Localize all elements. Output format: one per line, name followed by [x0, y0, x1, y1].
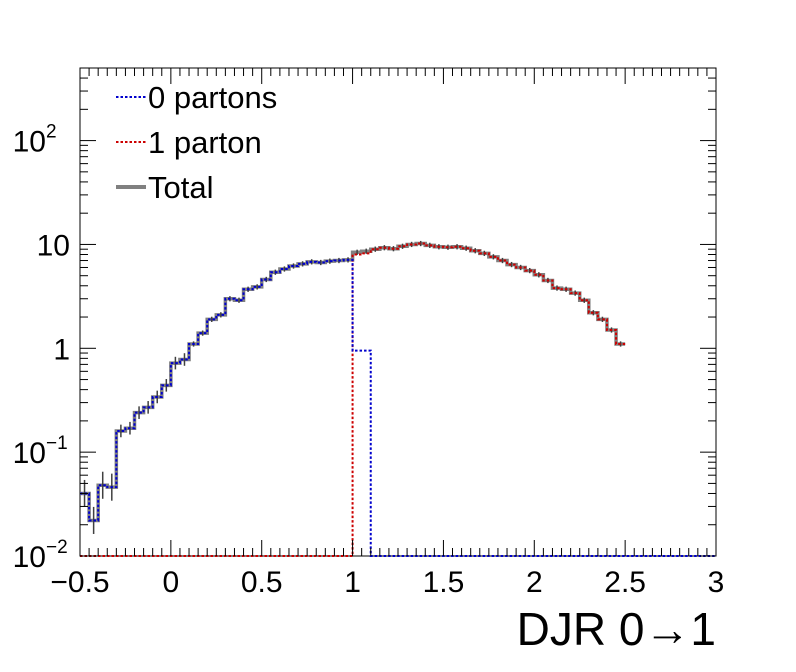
series-layer: [80, 240, 716, 557]
y-tick-label: 10: [13, 541, 46, 574]
legend-label-total: Total: [148, 170, 213, 205]
legend-label-1-parton: 1 parton: [148, 125, 262, 160]
x-tick-label: 1: [344, 566, 361, 599]
x-tick-label: 1.5: [423, 566, 465, 599]
series-line-0-partons: [80, 258, 716, 557]
legend-label-0-partons: 0 partons: [148, 80, 277, 115]
x-axis-title: DJR 0→1: [517, 603, 716, 655]
x-tick-label: 3: [708, 566, 725, 599]
x-tick-label: 0.5: [241, 566, 283, 599]
y-tick-label: 1: [53, 333, 70, 366]
x-tick-label: 2: [526, 566, 543, 599]
y-tick-label: 10: [13, 126, 46, 159]
y-tick-exponent: 2: [46, 122, 57, 143]
x-tick-label: 0: [163, 566, 180, 599]
y-tick-label: 10: [13, 437, 46, 470]
y-tick-label: 10: [37, 229, 70, 262]
y-tick-exponent: −2: [46, 537, 68, 558]
axes-layer: [79, 67, 717, 557]
x-tick-label: −0.5: [50, 566, 109, 599]
legend: 0 partons 1 parton Total: [116, 80, 277, 205]
x-tick-label: 2.5: [604, 566, 646, 599]
y-tick-exponent: −1: [46, 433, 68, 454]
